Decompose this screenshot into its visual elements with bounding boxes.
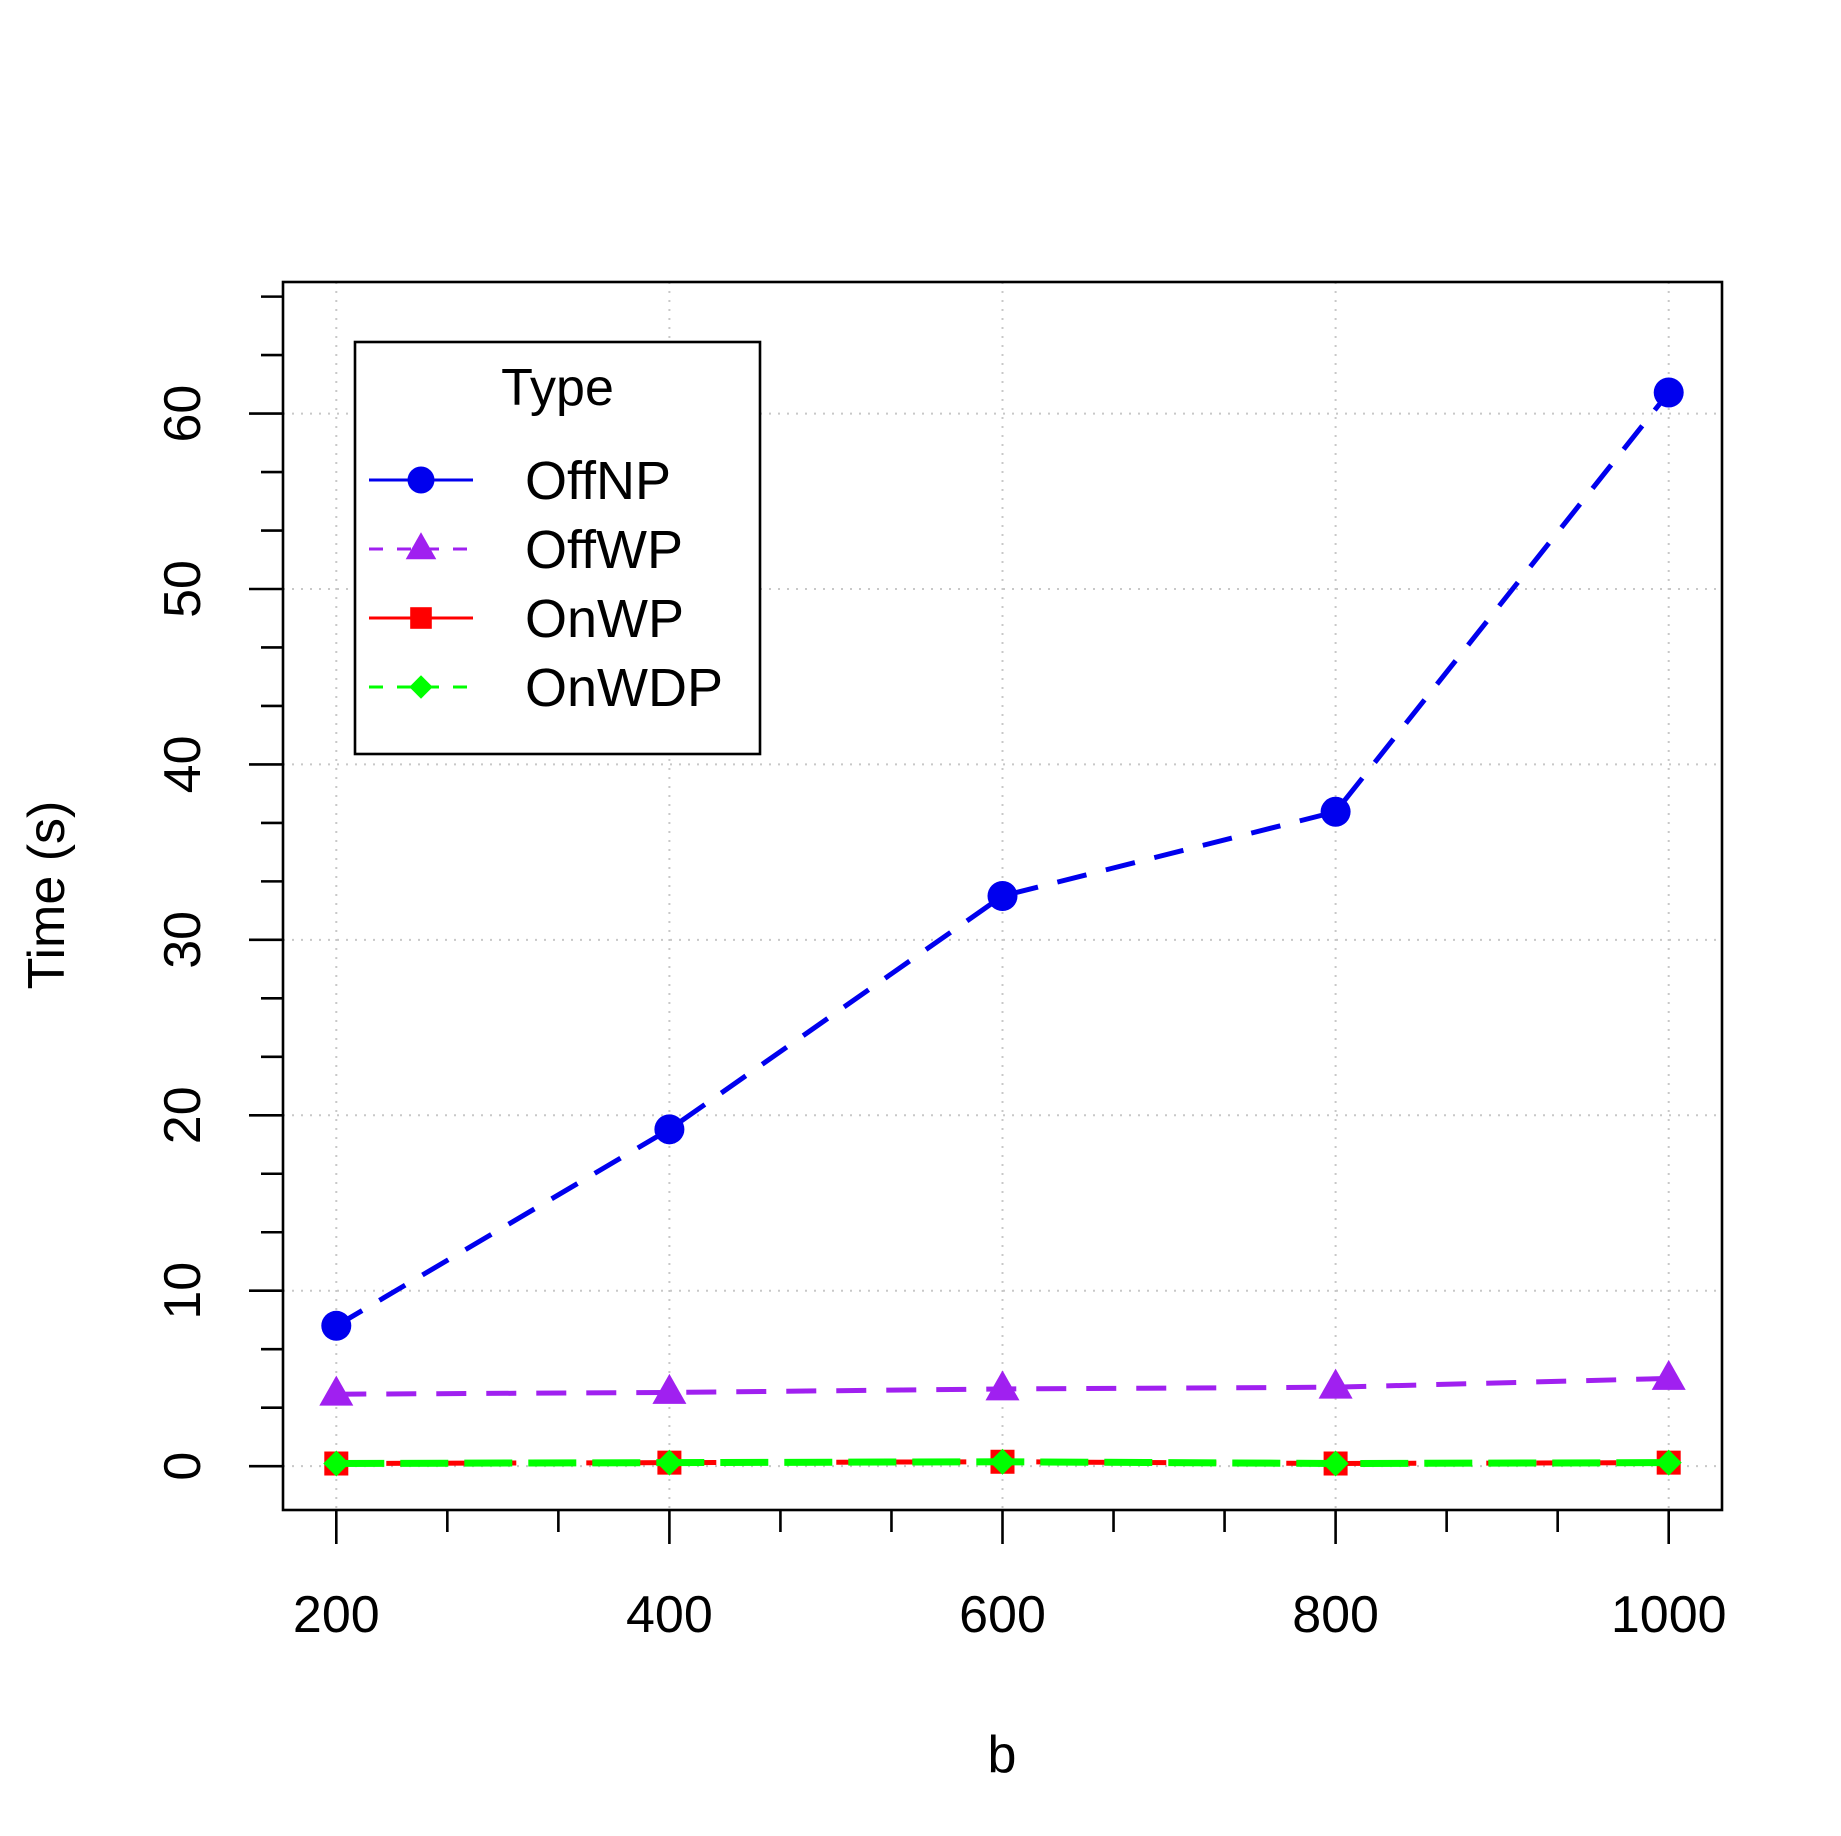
y-tick-label: 10 [154, 1262, 212, 1320]
data-point-diamond [656, 1449, 683, 1476]
x-tick-label: 400 [626, 1586, 713, 1644]
legend-item-OffWP: OffWP [369, 520, 683, 580]
data-point-diamond [323, 1450, 350, 1477]
y-tick-label: 40 [154, 736, 212, 794]
y-axis-title: Time (s) [18, 801, 76, 990]
data-point-triangle [405, 532, 437, 560]
data-point-triangle [985, 1370, 1020, 1401]
legend-label: OffNP [525, 451, 671, 511]
data-point-diamond [409, 675, 433, 699]
data-point-diamond [1655, 1449, 1682, 1476]
data-point-triangle [319, 1375, 354, 1406]
x-axis-title: b [988, 1726, 1017, 1784]
axes: 200 400 600 800 1000 0 10 20 30 40 50 60 [154, 295, 1727, 1644]
data-point-circle [407, 466, 435, 494]
data-point-triangle [652, 1373, 687, 1404]
data-point-circle [1653, 377, 1684, 408]
series-OnWDP [323, 1448, 1682, 1477]
legend-label: OnWP [525, 589, 684, 649]
series-OffWP [319, 1359, 1686, 1406]
y-tick-label: 20 [154, 1086, 212, 1144]
legend-label: OffWP [525, 520, 683, 580]
x-tick-label: 800 [1292, 1586, 1379, 1644]
legend-title: Type [501, 359, 614, 417]
data-point-triangle [1651, 1359, 1686, 1390]
data-point-triangle [1318, 1368, 1353, 1399]
data-point-diamond [1322, 1450, 1349, 1477]
y-tick-label: 0 [154, 1452, 212, 1481]
series-OffNP [321, 377, 1684, 1341]
legend-label: OnWDP [525, 658, 723, 718]
y-tick-label: 30 [154, 911, 212, 969]
x-tick-label: 200 [293, 1586, 380, 1644]
data-point-circle [654, 1114, 685, 1145]
series-line [335, 390, 1671, 1328]
legend-item-OffNP: OffNP [369, 451, 671, 511]
x-tick-label: 1000 [1611, 1586, 1727, 1644]
y-tick-label: 60 [154, 385, 212, 443]
legend: Type OffNP OffWP OnWP OnWDP [353, 340, 762, 756]
series-layer [319, 377, 1686, 1477]
data-point-circle [321, 1310, 352, 1341]
legend-item-OnWDP: OnWDP [369, 658, 723, 718]
data-point-circle [987, 881, 1018, 911]
data-point-circle [1320, 796, 1351, 827]
x-tick-label: 600 [959, 1586, 1046, 1644]
legend-item-OnWP: OnWP [369, 589, 684, 649]
data-point-diamond [989, 1448, 1016, 1475]
data-point-square [410, 607, 432, 629]
y-tick-label: 50 [154, 560, 212, 618]
